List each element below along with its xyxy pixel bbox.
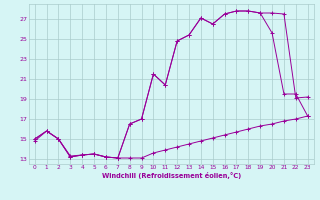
X-axis label: Windchill (Refroidissement éolien,°C): Windchill (Refroidissement éolien,°C)	[101, 172, 241, 179]
